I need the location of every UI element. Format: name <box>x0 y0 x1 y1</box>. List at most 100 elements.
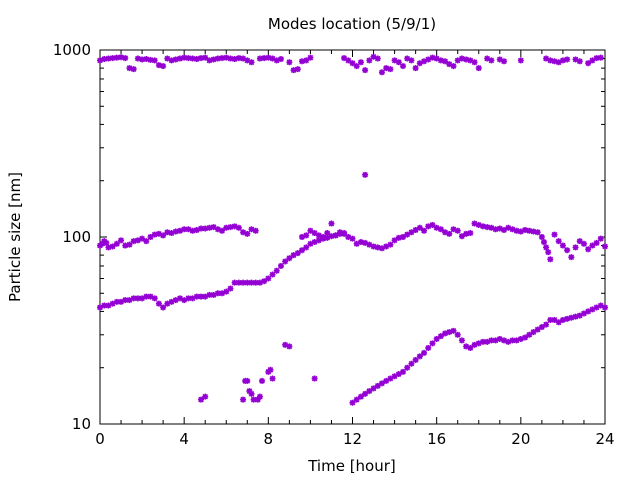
data-point <box>235 279 242 286</box>
data-point <box>269 375 276 382</box>
data-point <box>259 377 266 384</box>
data-point <box>176 227 183 234</box>
data-point <box>303 57 310 64</box>
data-point <box>311 230 318 237</box>
data-point <box>248 226 255 233</box>
data-point <box>130 66 137 73</box>
data-point <box>437 226 444 233</box>
data-point <box>155 62 162 69</box>
data-point <box>517 228 524 235</box>
data-point <box>404 364 411 371</box>
data-point <box>164 229 171 236</box>
x-tick-label: 12 <box>343 430 362 448</box>
data-point <box>467 230 474 237</box>
data-point <box>442 330 449 337</box>
data-point <box>286 255 293 262</box>
data-point <box>269 55 276 62</box>
data-point <box>126 297 133 304</box>
data-point <box>534 229 541 236</box>
data-point <box>252 227 259 234</box>
data-point <box>404 231 411 238</box>
data-point <box>395 234 402 241</box>
data-point <box>172 56 179 63</box>
data-point <box>109 300 116 307</box>
data-point <box>214 226 221 233</box>
data-point <box>198 225 204 232</box>
data-point <box>484 224 491 231</box>
data-point <box>277 262 284 269</box>
data-point <box>374 244 381 251</box>
data-point <box>597 54 604 61</box>
data-point <box>240 279 247 286</box>
data-point <box>160 232 167 239</box>
data-point <box>143 293 150 300</box>
data-point <box>559 57 566 64</box>
data-point <box>374 382 381 389</box>
data-point <box>126 65 133 72</box>
data-point <box>324 230 331 237</box>
data-point <box>328 220 335 227</box>
data-point <box>534 326 541 333</box>
data-point <box>513 227 520 234</box>
data-point <box>357 239 364 246</box>
data-point <box>522 227 529 234</box>
x-tick-labels: 0 4 8 12 16 20 24 <box>95 430 614 448</box>
data-point <box>383 65 390 72</box>
data-point <box>103 239 110 246</box>
data-point <box>315 237 322 244</box>
data-point <box>176 55 183 62</box>
data-point <box>202 225 209 232</box>
data-point <box>429 221 436 228</box>
data-point <box>311 375 318 382</box>
data-point <box>547 316 554 323</box>
data-point <box>299 247 305 254</box>
data-point <box>580 310 587 317</box>
data-point <box>286 343 293 350</box>
data-point <box>597 235 604 242</box>
data-point <box>378 69 385 76</box>
data-point <box>446 230 453 237</box>
data-points <box>97 53 608 406</box>
data-point <box>408 229 415 236</box>
data-point <box>450 63 457 70</box>
data-point <box>214 290 221 297</box>
data-point <box>458 233 465 240</box>
data-point <box>223 224 230 231</box>
data-point <box>425 223 432 230</box>
data-point <box>341 230 348 237</box>
data-point <box>442 229 449 236</box>
data-point <box>362 390 369 397</box>
data-point <box>139 295 146 302</box>
data-point <box>307 54 314 61</box>
data-point <box>248 390 255 397</box>
data-point <box>412 356 419 363</box>
data-point <box>256 279 263 286</box>
data-point <box>269 271 276 278</box>
data-point <box>492 337 499 344</box>
data-point <box>421 349 428 356</box>
data-point <box>509 226 516 233</box>
data-point <box>105 55 112 62</box>
data-point <box>458 337 465 344</box>
data-point <box>315 232 322 239</box>
data-point <box>589 306 596 313</box>
chart-title: Modes location (5/9/1) <box>268 15 436 33</box>
data-point <box>450 327 457 334</box>
data-point <box>357 59 364 66</box>
data-point <box>585 246 592 253</box>
data-point <box>526 331 533 338</box>
data-point <box>267 366 274 373</box>
data-point <box>290 252 297 259</box>
data-point <box>593 304 600 311</box>
data-point <box>572 244 579 251</box>
data-point <box>147 56 154 63</box>
y-tick-label: 100 <box>62 228 91 246</box>
data-point <box>362 171 369 178</box>
data-point <box>572 313 579 320</box>
data-point <box>366 388 373 395</box>
data-point <box>223 54 230 61</box>
data-point <box>231 279 238 286</box>
data-point <box>496 335 503 342</box>
data-point <box>151 231 158 238</box>
data-point <box>273 57 280 64</box>
